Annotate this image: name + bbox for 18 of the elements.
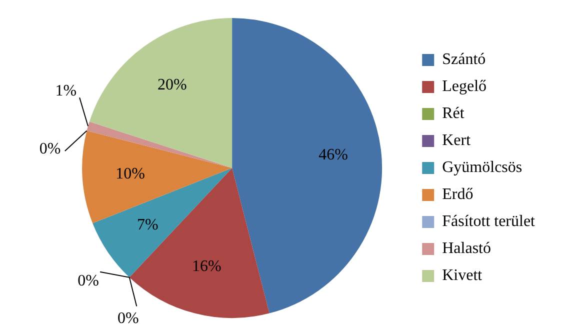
data-label: 46% xyxy=(318,146,348,164)
data-label: 16% xyxy=(192,258,222,275)
legend-label: Gyümölcsös xyxy=(442,159,522,176)
text: 0% xyxy=(78,272,99,290)
legend-label: Halastó xyxy=(442,240,491,258)
legend-label: Szántó xyxy=(442,51,486,68)
text: 0% xyxy=(39,140,61,158)
data-label: 10% xyxy=(116,166,145,183)
text: 0% xyxy=(117,310,139,327)
data-label: 1% xyxy=(55,82,77,100)
data-label: 20% xyxy=(157,76,187,94)
legend-label: Fásított terület xyxy=(442,213,536,230)
legend-label: Erdő xyxy=(442,186,474,204)
legend-label: Legelő xyxy=(442,78,487,96)
legend-label: Kert xyxy=(442,132,472,150)
data-label: 7% xyxy=(137,216,158,234)
legend-label: Kivett xyxy=(442,267,483,284)
legend-label: Rét xyxy=(442,105,465,122)
